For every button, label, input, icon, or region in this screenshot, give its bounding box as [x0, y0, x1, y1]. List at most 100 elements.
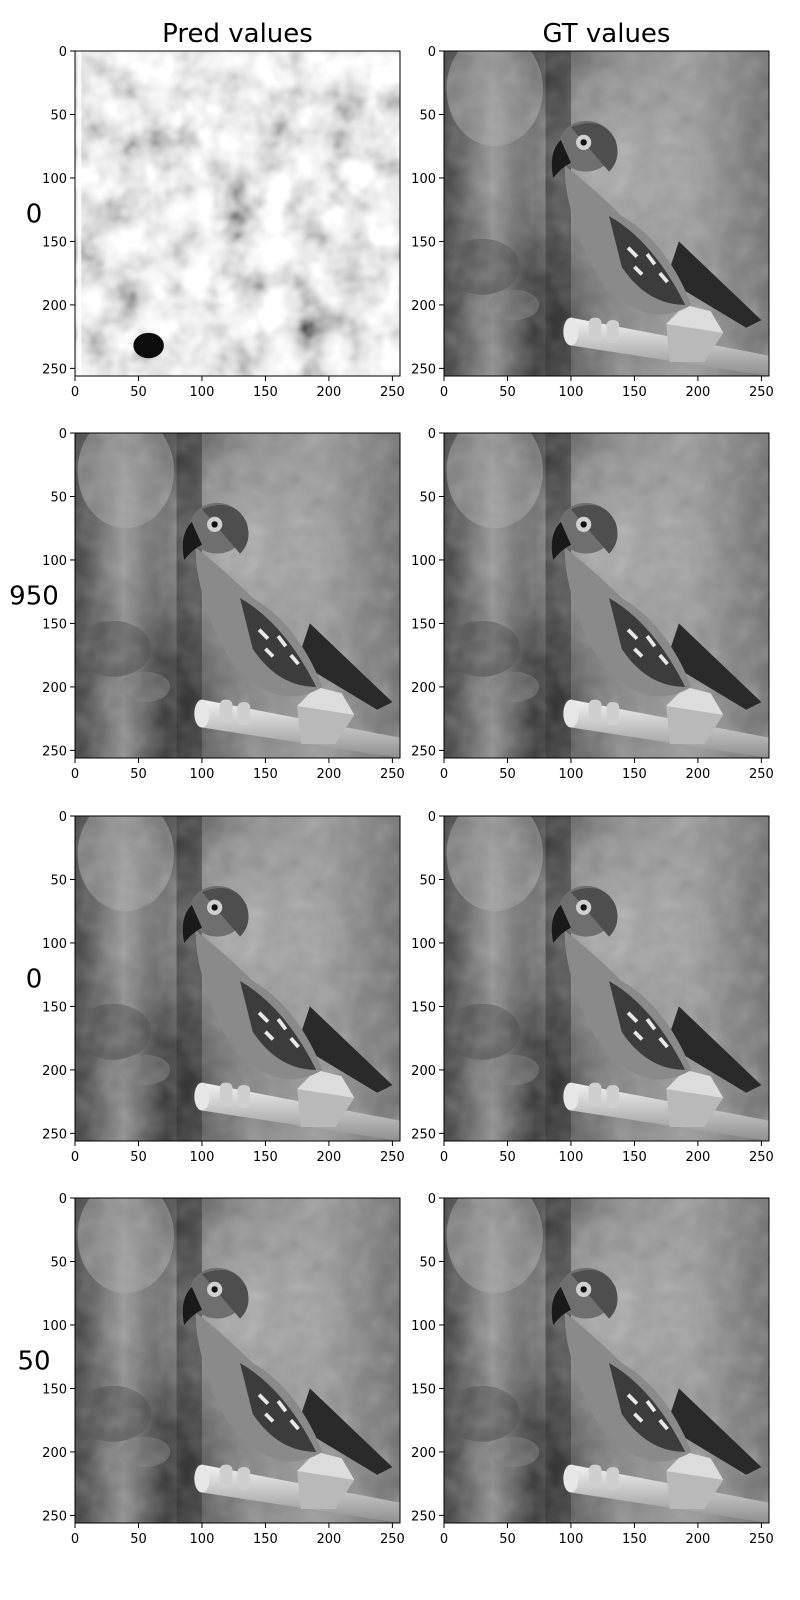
x-tick-label: 200: [685, 1532, 710, 1547]
x-tick-label: 150: [622, 1150, 647, 1165]
x-tick-label: 50: [499, 385, 516, 400]
x-tick-label: 200: [685, 767, 710, 782]
x-tick-label: 50: [499, 767, 516, 782]
y-tick-label: 150: [42, 235, 67, 250]
y-tick-label: 200: [411, 681, 436, 696]
y-tick-label: 50: [419, 108, 436, 123]
x-tick-label: 150: [253, 385, 278, 400]
y-tick-label: 100: [42, 1319, 67, 1334]
y-tick-label: 150: [411, 1000, 436, 1015]
y-tick-label: 0: [428, 427, 436, 442]
y-tick-label: 100: [42, 937, 67, 952]
noise-image: [75, 51, 400, 376]
panel-r0-gt: 0 50 100 150 200 250 0 50 100 150 200 250: [411, 32, 774, 400]
y-tick-label: 0: [59, 1192, 67, 1207]
x-tick-label: 150: [622, 1532, 647, 1547]
x-tick-label: 0: [440, 1532, 448, 1547]
x-tick-label: 200: [316, 767, 341, 782]
parrot-image: [75, 797, 400, 1141]
x-tick-label: 200: [316, 1532, 341, 1547]
y-tick-label: 0: [59, 810, 67, 825]
column-title-gt: GT values: [543, 19, 671, 49]
row-label: 0: [26, 200, 43, 230]
y-tick-label: 100: [42, 172, 67, 187]
x-tick-label: 0: [71, 1150, 79, 1165]
row-label: 0: [26, 965, 43, 995]
x-tick-label: 0: [71, 385, 79, 400]
x-tick-label: 100: [559, 1150, 584, 1165]
y-tick-label: 150: [411, 617, 436, 632]
panel-r2-pred: 0 50 100 150 200 250050100150200250: [42, 797, 405, 1165]
x-tick-label: 0: [440, 1150, 448, 1165]
y-tick-label: 50: [50, 873, 67, 888]
y-tick-label: 0: [59, 427, 67, 442]
panel-grid: 0 50 100 150 200 250 0 50 100 150 200 250 0 50 100 150 2…: [42, 32, 774, 1547]
y-tick-label: 250: [42, 744, 67, 759]
parrot-image: [75, 1179, 400, 1523]
panel-r3-pred: 0 50 100 150 200 250 0 50 100 150 200 250: [42, 1179, 405, 1547]
x-tick-label: 250: [749, 767, 774, 782]
x-tick-label: 50: [499, 1532, 516, 1547]
y-tick-label: 50: [50, 108, 67, 123]
x-tick-label: 150: [253, 1532, 278, 1547]
y-tick-label: 50: [419, 490, 436, 505]
x-tick-label: 100: [559, 1532, 584, 1547]
y-tick-label: 250: [42, 362, 67, 377]
y-tick-label: 100: [411, 172, 436, 187]
y-tick-label: 200: [42, 681, 67, 696]
y-tick-label: 250: [42, 1509, 67, 1524]
x-tick-label: 150: [622, 767, 647, 782]
y-tick-label: 50: [419, 1255, 436, 1270]
panel-r1-gt: 0 50 100 150 200 250 0 50 100 150 200 250: [411, 414, 774, 782]
parrot-image: [444, 414, 769, 758]
y-tick-label: 0: [59, 45, 67, 60]
parrot-image: [444, 1179, 769, 1523]
x-tick-label: 50: [130, 767, 147, 782]
y-tick-label: 100: [411, 554, 436, 569]
parrot-image: [444, 797, 769, 1141]
x-tick-label: 250: [380, 1150, 405, 1165]
y-tick-label: 50: [50, 490, 67, 505]
x-tick-label: 150: [253, 767, 278, 782]
x-tick-label: 0: [71, 1532, 79, 1547]
y-tick-label: 100: [42, 554, 67, 569]
x-tick-label: 100: [559, 385, 584, 400]
panel-r0-pred: 0 50 100 150 200 250 0 50 100 150 200 250: [42, 45, 405, 400]
y-tick-label: 200: [42, 299, 67, 314]
x-tick-label: 100: [190, 767, 215, 782]
panel-r3-gt: 0 50 100 150 200 250 0 50 100 150 200 250: [411, 1179, 774, 1547]
x-tick-label: 0: [440, 385, 448, 400]
x-tick-label: 50: [130, 1532, 147, 1547]
x-tick-label: 250: [749, 1150, 774, 1165]
y-tick-label: 250: [411, 362, 436, 377]
parrot-image: [75, 414, 400, 758]
y-tick-label: 200: [42, 1446, 67, 1461]
y-tick-label: 50: [50, 1255, 67, 1270]
row-label: 950: [9, 582, 59, 612]
row-label: 50: [17, 1347, 50, 1377]
y-tick-label: 250: [411, 1509, 436, 1524]
x-tick-label: 250: [380, 1532, 405, 1547]
x-tick-label: 50: [130, 1150, 147, 1165]
x-tick-label: 150: [622, 385, 647, 400]
x-tick-label: 250: [749, 1532, 774, 1547]
x-tick-label: 0: [440, 767, 448, 782]
x-tick-label: 100: [559, 767, 584, 782]
x-tick-label: 150: [253, 1150, 278, 1165]
y-tick-label: 0: [428, 1192, 436, 1207]
y-tick-label: 150: [42, 617, 67, 632]
y-tick-label: 100: [411, 1319, 436, 1334]
x-tick-label: 50: [499, 1150, 516, 1165]
y-tick-label: 150: [411, 1382, 436, 1397]
panel-r1-pred: 0 50 100 150 200 250050100150200250: [42, 414, 405, 782]
panel-r2-gt: 0 50 100 150 200 250 0 50 100 150 200 250: [411, 797, 774, 1165]
parrot-image: [444, 32, 769, 376]
y-tick-label: 50: [419, 873, 436, 888]
y-tick-label: 150: [42, 1382, 67, 1397]
x-tick-label: 250: [749, 385, 774, 400]
x-tick-label: 200: [685, 1150, 710, 1165]
y-tick-label: 200: [411, 1446, 436, 1461]
x-tick-label: 200: [316, 385, 341, 400]
y-tick-label: 200: [42, 1064, 67, 1079]
